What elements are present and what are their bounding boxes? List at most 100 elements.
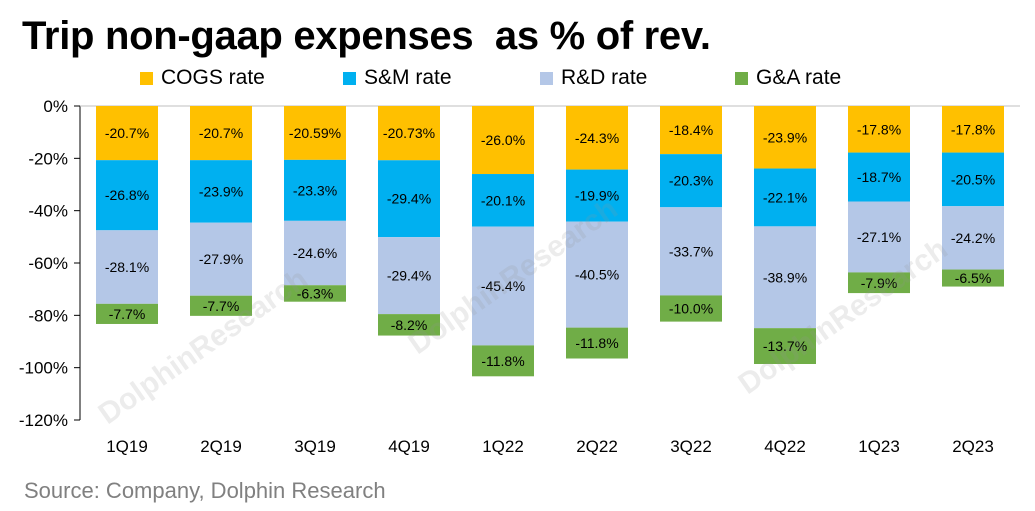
legend-swatch-ga xyxy=(735,71,748,85)
legend-item-rd: R&D rate xyxy=(540,66,647,90)
legend-item-ga: G&A rate xyxy=(735,66,841,90)
bar-rd-1q19 xyxy=(96,230,158,304)
bar-cogs-1q22 xyxy=(472,106,534,175)
bar-sm-1q19 xyxy=(96,160,158,231)
y-tick-label: -60% xyxy=(28,254,68,273)
chart-title: Trip non-gaap expenses as % of rev. xyxy=(22,14,711,58)
data-label-rd-1q22: -45.4% xyxy=(481,278,525,294)
bar-sm-4q19 xyxy=(378,160,440,238)
data-label-cogs-3q19: -20.59% xyxy=(289,125,341,141)
data-label-cogs-4q19: -20.73% xyxy=(383,125,435,141)
data-label-sm-3q19: -23.3% xyxy=(293,182,337,198)
x-tick-label: 4Q22 xyxy=(764,437,806,456)
y-tick-label: -20% xyxy=(28,149,68,168)
y-tick-label: -80% xyxy=(28,306,68,325)
legend-label-rd: R&D rate xyxy=(561,66,648,89)
bar-cogs-3q22 xyxy=(660,106,722,155)
data-label-cogs-4q22: -23.9% xyxy=(763,129,807,145)
y-tick-label: -40% xyxy=(28,202,68,221)
bar-cogs-1q19 xyxy=(96,106,158,161)
data-label-ga-2q22: -11.8% xyxy=(575,335,618,351)
data-label-sm-1q22: -20.1% xyxy=(481,192,525,208)
data-label-sm-1q23: -18.7% xyxy=(857,169,901,185)
legend-label-sm: S&M rate xyxy=(364,66,452,89)
data-label-rd-2q22: -40.5% xyxy=(575,267,619,283)
data-label-sm-1q19: -26.8% xyxy=(105,187,149,203)
data-label-sm-3q22: -20.3% xyxy=(669,173,713,189)
data-label-ga-1q19: -7.7% xyxy=(109,306,146,322)
bar-sm-3q22 xyxy=(660,154,722,208)
data-label-ga-3q22: -10.0% xyxy=(669,301,713,317)
legend-label-cogs: COGS rate xyxy=(161,66,265,89)
data-label-rd-1q19: -28.1% xyxy=(105,259,149,275)
data-label-cogs-3q22: -18.4% xyxy=(669,122,713,138)
data-label-sm-4q22: -22.1% xyxy=(763,189,807,205)
data-label-sm-2q22: -19.9% xyxy=(575,188,619,204)
data-label-cogs-1q23: -17.8% xyxy=(857,121,901,137)
bar-rd-3q22 xyxy=(660,207,722,296)
data-label-ga-4q22: -13.7% xyxy=(763,338,807,354)
data-label-rd-4q22: -38.9% xyxy=(763,269,807,285)
bar-ga-3q19 xyxy=(284,285,346,302)
bar-sm-3q19 xyxy=(284,159,346,221)
legend-item-sm: S&M rate xyxy=(343,66,452,90)
bar-cogs-2q22 xyxy=(566,106,628,170)
data-label-ga-3q19: -6.3% xyxy=(297,285,334,301)
data-label-sm-4q19: -29.4% xyxy=(387,191,431,207)
legend-swatch-sm xyxy=(343,71,356,85)
data-label-rd-3q19: -24.6% xyxy=(293,245,337,261)
data-label-rd-1q23: -27.1% xyxy=(857,229,901,245)
legend-label-ga: G&A rate xyxy=(756,66,842,89)
bar-ga-1q23 xyxy=(848,272,910,294)
bar-sm-1q22 xyxy=(472,174,534,227)
data-label-ga-2q19: -7.7% xyxy=(203,298,240,314)
x-tick-label: 2Q22 xyxy=(576,437,618,456)
bar-ga-2q22 xyxy=(566,327,628,359)
data-label-cogs-2q19: -20.7% xyxy=(199,125,243,141)
y-tick-label: -120% xyxy=(19,411,68,430)
bar-rd-1q23 xyxy=(848,201,910,273)
bar-rd-2q19 xyxy=(190,222,252,296)
x-tick-label: 2Q19 xyxy=(200,437,242,456)
y-tick-label: 0% xyxy=(43,97,68,116)
data-label-rd-3q22: -33.7% xyxy=(669,243,713,259)
bar-rd-3q19 xyxy=(284,220,346,286)
data-label-cogs-2q22: -24.3% xyxy=(575,130,619,146)
legend: COGS rate S&M rate R&D rate G&A rate xyxy=(0,66,1035,96)
legend-swatch-cogs xyxy=(140,71,153,85)
data-label-cogs-2q23: -17.8% xyxy=(951,121,995,137)
bar-cogs-4q22 xyxy=(754,106,816,169)
bar-cogs-3q19 xyxy=(284,106,346,160)
data-label-rd-4q19: -29.4% xyxy=(387,268,431,284)
data-label-ga-4q19: -8.2% xyxy=(391,317,428,333)
bar-rd-2q23 xyxy=(942,206,1004,270)
x-tick-label: 4Q19 xyxy=(388,437,430,456)
data-label-rd-2q19: -27.9% xyxy=(199,251,243,267)
legend-item-cogs: COGS rate xyxy=(140,66,265,90)
bar-sm-2q19 xyxy=(190,160,252,223)
data-label-ga-1q23: -7.9% xyxy=(861,275,898,291)
bar-sm-2q22 xyxy=(566,169,628,222)
bar-ga-4q22 xyxy=(754,328,816,365)
y-tick-label: -100% xyxy=(19,359,68,378)
bar-ga-1q19 xyxy=(96,303,158,324)
bar-cogs-2q23 xyxy=(942,106,1004,153)
data-label-ga-1q22: -11.8% xyxy=(481,353,524,369)
data-label-cogs-1q19: -20.7% xyxy=(105,125,149,141)
bar-rd-4q19 xyxy=(378,237,440,315)
bar-cogs-2q19 xyxy=(190,106,252,161)
legend-swatch-rd xyxy=(540,71,553,85)
bar-sm-2q23 xyxy=(942,152,1004,207)
x-tick-label: 3Q19 xyxy=(294,437,336,456)
x-tick-label: 1Q23 xyxy=(858,437,900,456)
bar-cogs-1q23 xyxy=(848,106,910,153)
x-tick-label: 3Q22 xyxy=(670,437,712,456)
x-tick-label: 1Q22 xyxy=(482,437,524,456)
bar-rd-1q22 xyxy=(472,226,534,346)
data-label-cogs-1q22: -26.0% xyxy=(481,132,525,148)
bar-ga-2q19 xyxy=(190,295,252,316)
bar-rd-4q22 xyxy=(754,226,816,329)
bar-ga-1q22 xyxy=(472,345,534,377)
bar-sm-4q22 xyxy=(754,168,816,227)
